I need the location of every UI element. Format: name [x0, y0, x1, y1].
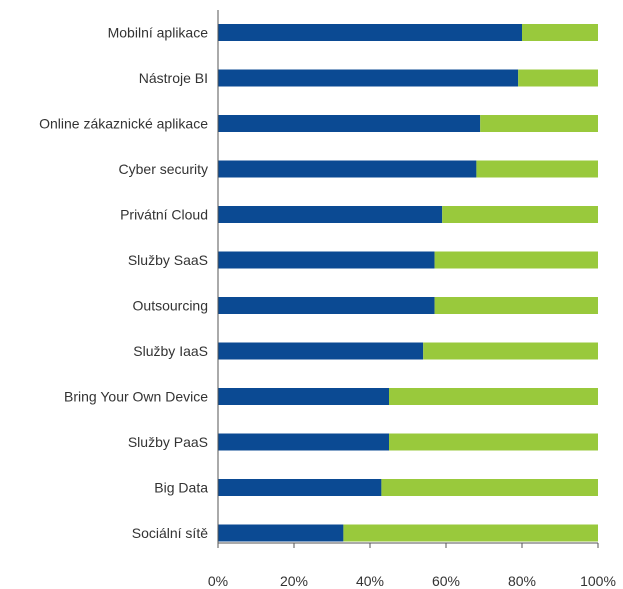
bar-segment-1-row-6 [218, 251, 435, 269]
bar-segment-1-row-5 [218, 206, 443, 223]
bar-segment-1-row-10 [218, 433, 389, 451]
category-label: Cyber security [119, 161, 208, 177]
category-label: Outsourcing [133, 298, 208, 314]
x-tick-labels: 0% 20% 40% 60% 80% 100% [208, 573, 616, 589]
category-label: Mobilní aplikace [108, 25, 209, 41]
bar-segment-1-row-9 [218, 388, 389, 405]
x-tick-label: 60% [432, 573, 460, 589]
category-label: Bring Your Own Device [64, 389, 208, 405]
x-tick-label: 0% [208, 573, 228, 589]
x-tick-label: 100% [580, 573, 616, 589]
bars-group [218, 24, 598, 542]
bar-segment-2-row-11 [381, 479, 598, 496]
bar-segment-1-row-4 [218, 160, 477, 178]
category-label: Služby SaaS [128, 252, 208, 268]
category-label: Nástroje BI [139, 70, 208, 86]
x-tick-label: 40% [356, 573, 384, 589]
bar-segment-1-row-7 [218, 297, 435, 314]
category-label: Privátní Cloud [120, 207, 208, 223]
bar-segment-2-row-3 [480, 115, 598, 132]
x-tick-label: 80% [508, 573, 536, 589]
bar-segment-1-row-2 [218, 69, 519, 87]
category-label: Sociální sítě [132, 525, 208, 541]
x-tick-label: 20% [280, 573, 308, 589]
bar-segment-2-row-6 [434, 251, 598, 269]
bar-segment-1-row-12 [218, 524, 344, 542]
bar-segment-1-row-3 [218, 115, 481, 132]
category-label: Služby IaaS [133, 343, 208, 359]
category-label: Služby PaaS [128, 434, 208, 450]
bar-segment-2-row-1 [522, 24, 598, 41]
category-label: Big Data [154, 480, 208, 496]
category-labels: Mobilní aplikace Nástroje BI Online zákazn… [39, 25, 208, 542]
bar-segment-2-row-9 [389, 388, 598, 405]
bar-segment-1-row-1 [218, 24, 522, 41]
bar-segment-2-row-7 [434, 297, 598, 314]
bar-segment-2-row-4 [476, 160, 598, 178]
axes [217, 10, 599, 548]
bar-segment-1-row-8 [218, 342, 424, 360]
category-label: Online zákaznické aplikace [39, 116, 208, 132]
bar-segment-2-row-2 [518, 69, 598, 87]
bar-segment-2-row-5 [442, 206, 598, 223]
bar-segment-2-row-8 [423, 342, 598, 360]
bar-segment-1-row-11 [218, 479, 382, 496]
bar-segment-2-row-10 [389, 433, 598, 451]
bar-segment-2-row-12 [343, 524, 598, 542]
